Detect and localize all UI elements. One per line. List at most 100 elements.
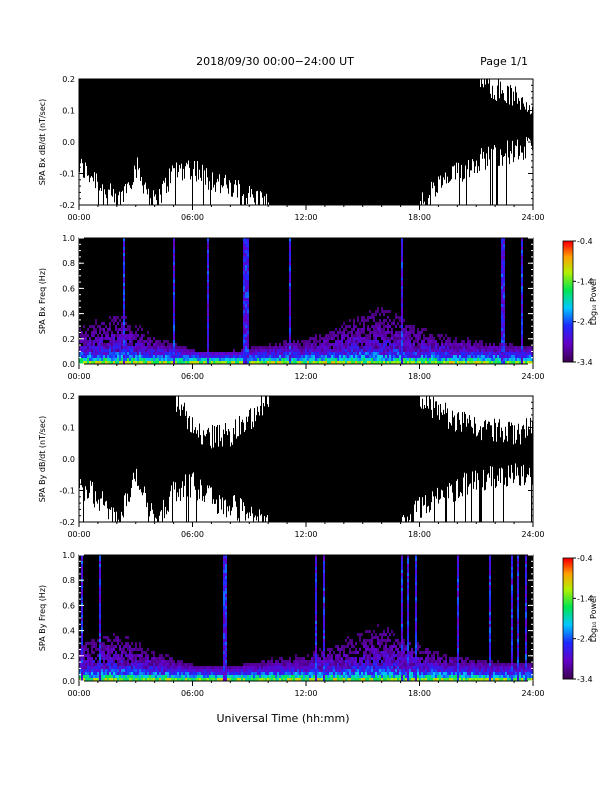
spectrogram-cell — [257, 358, 259, 361]
spectrogram-cell — [317, 672, 319, 675]
spectrogram-cell — [159, 672, 161, 675]
spectrogram-cell — [225, 603, 227, 606]
spectrogram-cell — [113, 639, 115, 642]
spectrogram-cell — [367, 349, 369, 352]
spectrogram-cell — [339, 675, 341, 678]
spectrogram-cell — [377, 343, 379, 346]
spectrogram-cell — [167, 654, 169, 657]
spectrogram-cell — [325, 349, 327, 352]
spectrogram-cell — [197, 358, 199, 361]
spectrogram-cell — [125, 334, 127, 337]
spectrogram-cell — [83, 645, 85, 648]
spectrogram-cell — [253, 678, 255, 681]
spectrogram-cell — [113, 633, 115, 636]
spectrogram-cell — [333, 651, 335, 654]
spectrogram-cell — [87, 663, 89, 666]
spectrogram-cell — [87, 654, 89, 657]
spectrogram-cell — [307, 349, 309, 352]
spectrogram-cell — [119, 648, 121, 651]
spectrogram-cell — [149, 355, 151, 358]
spectrogram-cell — [243, 331, 245, 334]
spectrogram-cell — [245, 295, 247, 298]
spectrogram-cell — [351, 355, 353, 358]
spectrogram-cell — [343, 663, 345, 666]
spectrogram-cell — [223, 591, 225, 594]
spectrogram-cell — [245, 328, 247, 331]
spectrogram-cell — [409, 340, 411, 343]
spectrogram-cell — [309, 337, 311, 340]
spectrogram-cell — [189, 666, 191, 669]
spectrogram-cell — [245, 286, 247, 289]
spectrogram-cell — [395, 313, 397, 316]
spectrogram-cell — [307, 361, 309, 364]
spectrogram-cell — [347, 642, 349, 645]
spectrogram-cell — [485, 361, 487, 364]
spectrogram-cell — [85, 642, 87, 645]
spectrogram-cell — [137, 663, 139, 666]
spectrogram-cell — [451, 343, 453, 346]
colorbar-segment — [563, 345, 573, 349]
spectrogram-cell — [201, 675, 203, 678]
spectrogram-cell — [293, 352, 295, 355]
spectrogram-cell — [225, 630, 227, 633]
spectrogram-cell — [419, 337, 421, 340]
spectrogram-cell — [197, 666, 199, 669]
spectrogram-cell — [423, 343, 425, 346]
spectrogram-cell — [203, 358, 205, 361]
spectrogram-cell — [95, 666, 97, 669]
spectrogram-cell — [143, 343, 145, 346]
spectrogram-cell — [81, 651, 83, 654]
spectrogram-cell — [165, 654, 167, 657]
spectrogram-cell — [291, 343, 293, 346]
spectrogram-cell — [181, 672, 183, 675]
spectrogram-cell — [305, 352, 307, 355]
spectrogram-cell — [303, 663, 305, 666]
spectrogram-cell — [283, 669, 285, 672]
spectrogram-cell — [245, 316, 247, 319]
spectrogram-cell — [293, 666, 295, 669]
spectrogram-cell — [347, 678, 349, 681]
spectrogram-cell — [91, 358, 93, 361]
spectrogram-cell — [475, 352, 477, 355]
spectrogram-cell — [79, 660, 81, 663]
spectrogram-cell — [123, 256, 125, 259]
spectrogram-cell — [255, 346, 257, 349]
spectrogram-cell — [289, 283, 291, 286]
spectrogram-cell — [207, 289, 209, 292]
spectrogram-cell — [327, 666, 329, 669]
spectrogram-cell — [377, 346, 379, 349]
spectrogram-cell — [193, 361, 195, 364]
spectrogram-cell — [345, 678, 347, 681]
spectrogram-cell — [95, 319, 97, 322]
spectrogram-cell — [179, 678, 181, 681]
spectrogram-cell — [409, 328, 411, 331]
spectrogram-cell — [435, 343, 437, 346]
spectrogram-cell — [383, 349, 385, 352]
spectrogram-cell — [247, 316, 249, 319]
spectrogram-cell — [289, 669, 291, 672]
spectrogram-cell — [275, 361, 277, 364]
spectrogram-cell — [167, 349, 169, 352]
spectrogram-cell — [511, 355, 513, 358]
spectrogram-cell — [153, 672, 155, 675]
spectrogram-cell — [141, 657, 143, 660]
spectrogram-cell — [335, 675, 337, 678]
spectrogram-cell — [223, 624, 225, 627]
spectrogram-cell — [447, 337, 449, 340]
spectrogram-cell — [163, 672, 165, 675]
spectrogram-cell — [199, 361, 201, 364]
spectrogram-cell — [205, 666, 207, 669]
spectrogram-cell — [127, 334, 129, 337]
spectrogram-cell — [401, 361, 403, 364]
spectrogram-cell — [177, 352, 179, 355]
spectrogram-cell — [177, 361, 179, 364]
spectrogram-cell — [135, 642, 137, 645]
spectrogram-cell — [173, 265, 175, 268]
spectrogram-cell — [117, 334, 119, 337]
spectrogram-cell — [103, 648, 105, 651]
spectrogram-cell — [311, 675, 313, 678]
spectrogram-cell — [355, 672, 357, 675]
spectrogram-cell — [183, 352, 185, 355]
spectrogram-cell — [317, 361, 319, 364]
spectrogram-cell — [407, 358, 409, 361]
